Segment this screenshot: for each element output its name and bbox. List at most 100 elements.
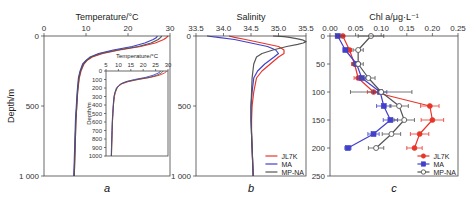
chart: 0102030Temperature/°C05001 000Depth/ma51… — [0, 0, 474, 200]
x-tick-label: 0.20 — [425, 24, 441, 33]
legend-label: MA — [433, 161, 444, 168]
plot-frame — [106, 71, 168, 156]
error-bar — [353, 62, 363, 66]
legend-swatch — [265, 155, 277, 156]
panel: 33.534.034.535.035.5Salinity05001 000bJL… — [171, 12, 314, 194]
legend: JL7KMAMP-NA — [417, 153, 456, 176]
data-point — [402, 118, 407, 123]
plot-area — [335, 34, 443, 151]
x-axis-title: Temperature/°C — [75, 12, 139, 22]
plot-frame — [330, 36, 458, 176]
data-point — [366, 76, 371, 81]
legend-marker — [421, 162, 425, 166]
x-tick — [170, 33, 171, 36]
panel-title: b — [248, 182, 254, 194]
inset-background — [106, 71, 168, 156]
y-tick-label: 1 000 — [171, 172, 192, 181]
panel: 0 10 20 30 Temperature/°C 0 500 1 000 Depth/m a — [6, 12, 175, 194]
x-tick — [330, 33, 331, 36]
y-tick-label: 1 000 — [19, 172, 40, 181]
error-bar — [368, 132, 379, 136]
y-tick-label: 700 — [92, 128, 103, 134]
x-axis-title: Chl a/μg·L⁻¹ — [369, 12, 418, 22]
x-tick — [128, 33, 129, 36]
x-tick — [406, 33, 407, 36]
y-tick-label: 0 — [321, 32, 326, 41]
x-tick — [355, 33, 356, 36]
data-point — [371, 132, 376, 137]
y-tick-label: 0 — [187, 32, 192, 41]
error-bar — [421, 118, 444, 122]
y-tick-label: 200 — [312, 144, 326, 153]
y-tick — [327, 176, 330, 177]
legend: JL7KMAMP-NA — [265, 153, 304, 176]
series-line — [111, 71, 160, 156]
x-tick — [86, 33, 87, 36]
x-tick-label: 0.15 — [399, 24, 415, 33]
y-axis-title: Depth/m — [6, 89, 16, 123]
series-line — [343, 36, 433, 148]
data-point — [343, 48, 348, 53]
x-tick — [306, 33, 307, 36]
x-tick-label: 34.5 — [243, 24, 259, 33]
y-tick-label: 100 — [92, 77, 103, 83]
error-bar — [421, 104, 439, 108]
x-tick-label: 20 — [140, 62, 147, 68]
panel-title: a — [104, 182, 110, 194]
legend-label: MA — [281, 161, 292, 168]
data-point — [397, 104, 402, 109]
data-point — [389, 132, 394, 137]
y-tick — [327, 120, 330, 121]
error-bar — [382, 132, 400, 136]
x-axis-title: Temperature/°C — [116, 53, 159, 59]
x-tick — [458, 33, 459, 36]
legend-label: JL7K — [433, 153, 449, 160]
error-bar — [377, 104, 391, 108]
inset: 51015202530Temperature/°C010020030040050… — [86, 53, 172, 159]
data-point — [427, 104, 432, 109]
y-tick — [193, 176, 196, 177]
series-line — [111, 71, 163, 156]
y-tick-label: 500 — [26, 102, 40, 111]
data-point — [356, 62, 361, 67]
series-line — [207, 36, 279, 176]
y-tick-label: 900 — [92, 145, 103, 151]
x-tick-label: 20 — [124, 24, 133, 33]
y-tick-label: 50 — [316, 60, 325, 69]
x-tick — [196, 33, 197, 36]
error-bar — [394, 118, 414, 122]
x-tick-label: 25 — [152, 62, 159, 68]
x-tick-label: 10 — [82, 24, 91, 33]
y-tick-label: 800 — [92, 136, 103, 142]
x-tick-label: 0.10 — [373, 24, 389, 33]
x-tick-label: 0.25 — [450, 24, 466, 33]
y-tick — [41, 176, 44, 177]
x-tick-label: 30 — [165, 62, 172, 68]
data-point — [345, 146, 350, 151]
plot-area — [111, 71, 167, 156]
x-tick-label: 35.5 — [298, 24, 314, 33]
error-bar — [362, 76, 375, 80]
x-tick-label: 35.0 — [271, 24, 287, 33]
y-tick — [327, 36, 330, 37]
legend-marker — [421, 170, 425, 174]
y-tick-label: 500 — [178, 102, 192, 111]
legend-marker — [421, 154, 425, 158]
y-tick — [327, 64, 330, 65]
y-tick-label: 300 — [92, 94, 103, 100]
y-tick — [193, 106, 196, 107]
error-bar — [350, 90, 411, 94]
data-point — [417, 132, 422, 137]
data-point — [381, 104, 386, 109]
y-tick — [327, 148, 330, 149]
y-tick-label: 400 — [92, 102, 103, 108]
y-tick-label: 600 — [92, 119, 103, 125]
y-tick-label: 0 — [99, 68, 103, 74]
y-tick-label: 1000 — [89, 153, 103, 159]
panel: 0.000.050.100.150.200.25Chl a/μg·L⁻¹0501… — [312, 12, 467, 194]
error-bar — [345, 146, 351, 150]
error-bar — [390, 104, 408, 108]
x-tick-label: 30 — [166, 24, 175, 33]
x-tick-label: 0 — [42, 24, 47, 33]
y-tick-label: 250 — [312, 172, 326, 181]
